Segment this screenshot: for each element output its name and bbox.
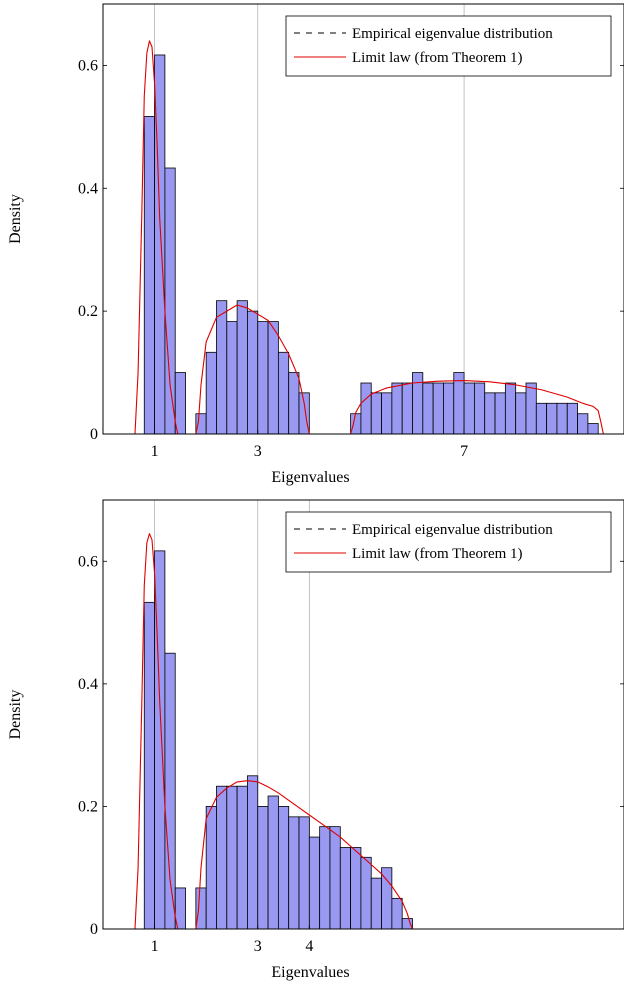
histogram-bar bbox=[319, 826, 331, 930]
histogram-bar bbox=[350, 413, 362, 435]
histogram-bar bbox=[515, 392, 527, 435]
histogram-bar bbox=[267, 321, 279, 435]
histogram-bar bbox=[494, 392, 506, 435]
histogram-bar bbox=[412, 372, 424, 435]
histogram-bar bbox=[329, 826, 341, 930]
y-tick-label: 0 bbox=[90, 921, 98, 938]
histogram-bar bbox=[195, 887, 207, 930]
legend-limit-label: Limit law (from Theorem 1) bbox=[352, 546, 523, 562]
histogram-bar bbox=[381, 392, 393, 435]
histogram-bar bbox=[474, 382, 486, 435]
histogram-bar bbox=[443, 382, 455, 435]
histogram-bar bbox=[195, 413, 207, 435]
histogram-bar bbox=[381, 867, 393, 930]
chart-panel-1: 1 3 7 0 0.2 0.4 0.6 Eigenvalues Density Empirical… bbox=[7, 3, 624, 486]
histogram-bar bbox=[164, 652, 176, 930]
legend-limit-label: Limit law (from Theorem 1) bbox=[352, 50, 523, 66]
histogram-bar bbox=[277, 806, 290, 930]
histogram-bar bbox=[216, 300, 228, 435]
legend: Empirical eigenvalue distribution Limit l… bbox=[285, 15, 612, 77]
y-tick-label: 0.4 bbox=[78, 676, 98, 693]
histogram-bar bbox=[288, 816, 300, 930]
histogram-bar bbox=[236, 785, 248, 930]
limit-law-curve bbox=[103, 533, 624, 930]
histogram-bar bbox=[257, 806, 269, 930]
histogram-bar bbox=[143, 601, 155, 930]
histogram-bar bbox=[535, 402, 548, 435]
x-tick-label: 3 bbox=[254, 938, 262, 955]
x-axis-label: Eigenvalues bbox=[271, 469, 349, 486]
histogram-bar bbox=[577, 413, 589, 435]
y-tick-label: 0.2 bbox=[78, 303, 98, 320]
plot-frame bbox=[102, 3, 624, 435]
histogram-bar bbox=[391, 382, 403, 435]
histogram-bar bbox=[504, 382, 517, 435]
histogram-bar bbox=[360, 856, 372, 930]
histogram-bar bbox=[391, 897, 403, 930]
legend-box bbox=[285, 511, 612, 573]
histogram-bar bbox=[339, 847, 352, 930]
histogram-bar bbox=[236, 300, 248, 435]
histogram-bar bbox=[247, 775, 259, 930]
histogram-bar bbox=[174, 372, 186, 435]
histogram-bar bbox=[370, 877, 382, 930]
histogram-bar bbox=[587, 423, 599, 435]
histogram-bar bbox=[556, 402, 568, 435]
histogram-bar bbox=[205, 351, 217, 435]
histogram-bar bbox=[308, 836, 321, 930]
histogram-bar bbox=[432, 382, 444, 435]
y-tick-label: 0 bbox=[90, 426, 98, 443]
histogram-bar bbox=[463, 382, 475, 435]
limit-law-curve bbox=[103, 40, 624, 435]
legend-box bbox=[285, 15, 612, 77]
x-tick-label: 1 bbox=[151, 443, 159, 460]
x-tick-label: 7 bbox=[460, 443, 468, 460]
histogram-bar bbox=[143, 116, 155, 435]
histogram-bar bbox=[277, 351, 290, 435]
histogram-bar bbox=[546, 402, 558, 435]
histogram-bar bbox=[247, 310, 259, 435]
x-tick-label: 1 bbox=[151, 938, 159, 955]
histogram-bar bbox=[164, 167, 176, 435]
histogram-bar bbox=[484, 392, 496, 435]
histogram-bar bbox=[226, 785, 238, 930]
y-tick-label: 0.4 bbox=[78, 180, 98, 197]
histogram-bar bbox=[257, 321, 269, 435]
histogram-bar bbox=[370, 392, 382, 435]
histogram-bar bbox=[401, 382, 413, 435]
x-tick-label: 3 bbox=[254, 443, 262, 460]
histogram-bar bbox=[566, 402, 578, 435]
histogram-bar bbox=[401, 918, 413, 930]
y-axis-label: Density bbox=[7, 690, 24, 740]
y-tick-label: 0.6 bbox=[78, 553, 98, 570]
legend: Empirical eigenvalue distribution Limit l… bbox=[285, 511, 612, 573]
histogram-bar bbox=[350, 847, 362, 930]
x-tick-label: 4 bbox=[305, 938, 313, 955]
legend-empirical-label: Empirical eigenvalue distribution bbox=[352, 26, 553, 42]
x-axis-label: Eigenvalues bbox=[271, 964, 349, 981]
chart-panel-2: 1 3 4 0 0.2 0.4 0.6 Eigenvalues Density Empirical… bbox=[7, 499, 624, 981]
histogram-bar bbox=[267, 795, 279, 930]
histogram-bar bbox=[298, 816, 310, 930]
histogram-bar bbox=[453, 372, 465, 435]
histogram-bar bbox=[288, 372, 300, 435]
histogram-bar bbox=[422, 382, 434, 435]
y-axis-label: Density bbox=[7, 194, 24, 244]
y-tick-label: 0.6 bbox=[78, 57, 98, 74]
histogram-bar bbox=[216, 785, 228, 930]
plot-frame bbox=[102, 499, 624, 930]
histogram-bar bbox=[205, 806, 217, 930]
histogram-bar bbox=[360, 382, 372, 435]
legend-empirical-label: Empirical eigenvalue distribution bbox=[352, 522, 553, 538]
y-tick-label: 0.2 bbox=[78, 798, 98, 815]
histogram-bar bbox=[226, 321, 238, 435]
histogram-bar bbox=[525, 382, 537, 435]
